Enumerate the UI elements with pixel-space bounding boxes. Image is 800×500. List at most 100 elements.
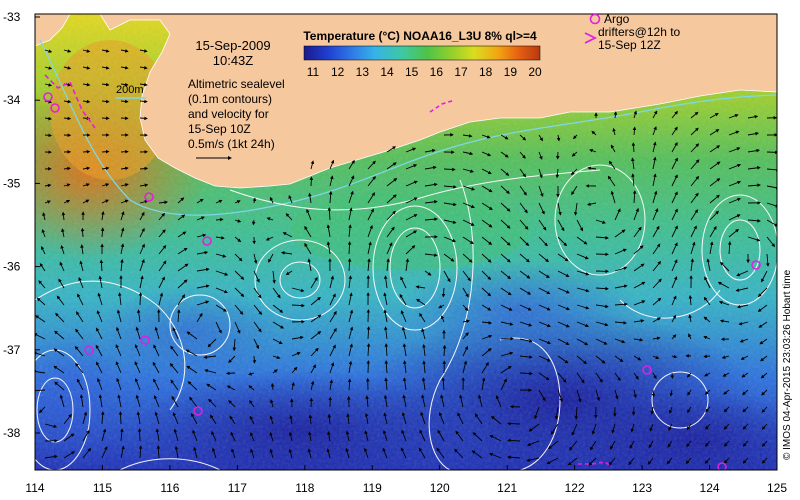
velocity-arrow <box>177 279 188 289</box>
velocity-arrow <box>507 438 521 443</box>
velocity-arrow <box>82 66 91 70</box>
velocity-arrow <box>177 214 186 221</box>
velocity-arrow <box>367 224 373 238</box>
velocity-arrow <box>709 225 717 238</box>
altimetry-note-1: Altimetric sealevel <box>188 77 285 91</box>
velocity-arrow <box>742 406 749 413</box>
velocity-arrow <box>135 326 141 340</box>
velocity-arrow <box>742 389 749 396</box>
velocity-arrow <box>158 200 168 205</box>
velocity-arrow <box>587 166 597 170</box>
velocity-arrow <box>557 372 567 383</box>
velocity-arrow <box>44 116 52 121</box>
argo-float <box>84 345 94 355</box>
velocity-arrow <box>196 250 209 255</box>
velocity-arrow <box>462 151 474 156</box>
velocity-arrow <box>481 151 492 157</box>
velocity-arrow <box>573 202 578 216</box>
velocity-arrow <box>424 182 438 187</box>
velocity-arrow <box>739 338 749 343</box>
lon-tick-label: 124 <box>700 481 720 495</box>
velocity-arrow <box>386 242 393 255</box>
velocity-arrow <box>728 147 741 153</box>
velocity-arrow <box>291 382 295 391</box>
velocity-arrow <box>572 134 578 140</box>
velocity-arrow <box>424 165 437 170</box>
velocity-arrow <box>614 372 621 382</box>
velocity-arrow <box>595 304 609 309</box>
velocity-arrow <box>367 258 371 272</box>
velocity-arrow <box>576 219 584 232</box>
velocity-arrow <box>139 258 145 272</box>
colorbar-tick-label: 11 <box>307 65 320 79</box>
velocity-arrow <box>420 411 426 425</box>
isobath-200m <box>39 39 777 216</box>
land-mass <box>99 14 777 189</box>
velocity-arrow <box>176 309 181 323</box>
velocity-arrow <box>481 202 493 210</box>
velocity-arrow <box>152 361 160 374</box>
velocity-arrow <box>500 270 511 280</box>
velocity-arrow <box>291 352 301 357</box>
velocity-arrow <box>210 414 217 425</box>
velocity-arrow <box>612 127 616 136</box>
velocity-arrow <box>722 372 730 377</box>
velocity-arrow <box>569 440 578 451</box>
velocity-arrow <box>249 399 255 408</box>
velocity-arrow <box>139 211 145 221</box>
velocity-arrow <box>192 429 198 442</box>
velocity-arrow <box>115 344 122 357</box>
velocity-arrow <box>134 344 141 357</box>
velocity-arrow <box>723 389 730 395</box>
velocity-arrow <box>454 448 464 459</box>
velocity-arrow <box>63 99 72 104</box>
velocity-arrow <box>688 333 692 340</box>
velocity-arrow <box>690 241 696 255</box>
velocity-arrow <box>234 219 242 223</box>
velocity-arrow <box>310 314 322 323</box>
velocity-arrow <box>196 312 203 323</box>
velocity-arrow <box>757 304 768 312</box>
velocity-arrow <box>519 236 530 247</box>
velocity-arrow <box>557 355 569 364</box>
velocity-arrow <box>690 143 700 153</box>
velocity-arrow <box>63 166 71 171</box>
velocity-arrow <box>234 270 245 280</box>
velocity-arrow <box>481 236 493 246</box>
velocity-arrow <box>669 389 674 397</box>
velocity-arrow <box>402 394 407 408</box>
velocity-arrow <box>139 99 148 104</box>
velocity-arrow <box>443 270 451 283</box>
velocity-arrow <box>703 316 711 323</box>
velocity-arrow <box>384 360 389 374</box>
velocity-arrow <box>557 202 562 216</box>
velocity-arrow <box>54 330 65 340</box>
velocity-arrow <box>386 162 397 170</box>
velocity-arrow <box>44 66 53 70</box>
velocity-arrow <box>633 263 645 272</box>
velocity-arrow <box>651 389 656 398</box>
velocity-arrow <box>253 321 262 333</box>
velocity-arrow <box>576 338 589 346</box>
velocity-arrow <box>382 447 388 459</box>
lon-tick-label: 122 <box>565 481 585 495</box>
velocity-arrow <box>652 156 657 170</box>
velocity-arrow <box>630 423 635 433</box>
velocity-arrow <box>633 319 645 323</box>
velocity-arrow <box>77 293 84 306</box>
velocity-arrow <box>272 270 276 284</box>
velocity-arrow <box>742 457 749 464</box>
velocity-arrow <box>153 378 160 391</box>
velocity-arrow <box>328 190 333 204</box>
velocity-arrow <box>228 400 236 408</box>
velocity-arrow <box>136 411 141 425</box>
velocity-arrow <box>230 431 236 442</box>
velocity-arrow <box>443 253 455 262</box>
velocity-arrow <box>671 276 678 289</box>
velocity-arrow <box>248 385 255 391</box>
velocity-arrow <box>424 217 438 222</box>
velocity-arrow <box>101 428 107 442</box>
velocity-arrow <box>647 457 654 465</box>
velocity-arrow <box>215 199 223 204</box>
velocity-arrow <box>310 276 318 289</box>
